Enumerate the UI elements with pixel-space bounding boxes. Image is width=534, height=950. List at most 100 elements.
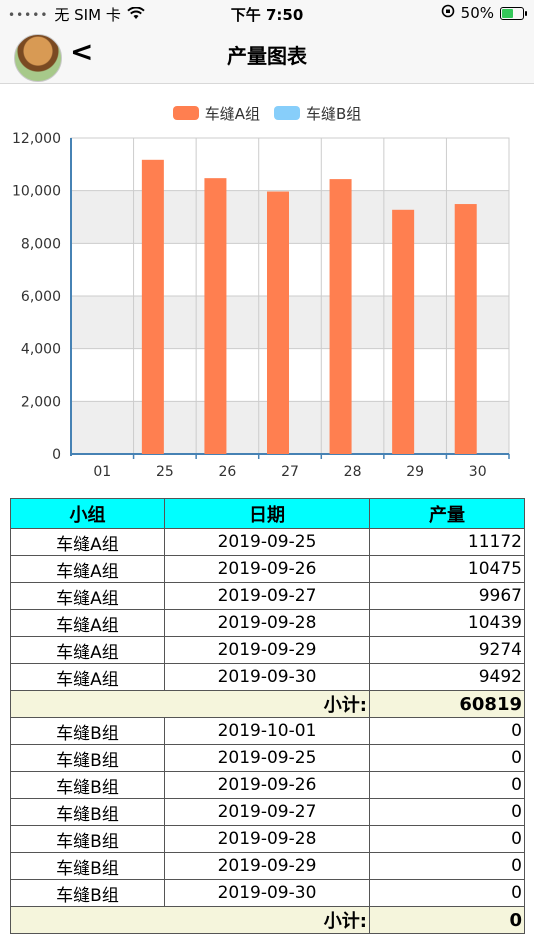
table-row: 车缝B组 2019-10-01 0 xyxy=(10,717,525,745)
cell-date: 2019-09-29 xyxy=(164,852,370,880)
cell-group: 车缝B组 xyxy=(10,771,165,799)
chart-legend: 车缝A组 车缝B组 xyxy=(0,96,534,130)
status-time: 下午 7:50 xyxy=(230,6,304,24)
cell-output: 9274 xyxy=(369,636,525,664)
grid-band xyxy=(71,190,509,244)
wifi-icon xyxy=(127,6,145,24)
cell-date: 2019-09-30 xyxy=(164,879,370,907)
grid-band xyxy=(71,138,509,191)
table-header-row: 小组 日期 产量 xyxy=(10,498,525,529)
page-title: 产量图表 xyxy=(227,44,307,68)
cell-date: 2019-09-28 xyxy=(164,825,370,853)
legend-item-b[interactable]: 车缝B组 xyxy=(273,96,362,130)
carrier-label: 无 SIM 卡 xyxy=(54,6,121,24)
subtotal-value: 60819 xyxy=(369,690,525,718)
x-tick-label: 28 xyxy=(344,464,362,480)
x-tick-label: 29 xyxy=(406,464,424,480)
status-right: 50% xyxy=(441,4,527,22)
table-row: 车缝B组 2019-09-30 0 xyxy=(10,879,525,907)
cell-output: 0 xyxy=(369,852,525,880)
cell-output: 9967 xyxy=(369,582,525,610)
status-left: ••••• 无 SIM 卡 xyxy=(8,4,145,25)
subtotal-value: 0 xyxy=(369,906,525,934)
cell-group: 车缝A组 xyxy=(10,528,165,556)
cell-output: 11172 xyxy=(369,528,525,556)
bar-a-29 xyxy=(392,209,415,454)
grid-band xyxy=(71,401,509,454)
legend-swatch-b xyxy=(273,106,300,120)
cell-group: 车缝A组 xyxy=(10,663,165,691)
avatar[interactable] xyxy=(14,34,62,82)
y-tick-label: 2,000 xyxy=(21,394,61,410)
bar-chart: 0 2,000 4,000 6,000 8,000 10,000 12,000 01 25 26 2… xyxy=(12,131,510,480)
cell-date: 2019-09-26 xyxy=(164,555,370,583)
x-tick-label: 27 xyxy=(281,464,299,480)
y-tick-label: 6,000 xyxy=(21,289,61,305)
table-row: 车缝B组 2019-09-29 0 xyxy=(10,852,525,880)
cell-date: 2019-09-27 xyxy=(164,582,370,610)
header-group: 小组 xyxy=(10,498,165,529)
cell-date: 2019-10-01 xyxy=(164,717,370,745)
subtotal-row: 小计: 60819 xyxy=(10,690,525,718)
grid-band xyxy=(71,296,509,349)
cell-output: 9492 xyxy=(369,663,525,691)
orientation-lock-icon xyxy=(441,4,455,22)
cell-output: 10475 xyxy=(369,555,525,583)
y-tick-label: 8,000 xyxy=(21,236,61,252)
cell-output: 10439 xyxy=(369,609,525,637)
cell-output: 0 xyxy=(369,771,525,799)
cell-group: 车缝B组 xyxy=(10,798,165,826)
y-tick-label: 4,000 xyxy=(21,342,61,358)
cell-output: 0 xyxy=(369,717,525,745)
grid-band xyxy=(71,243,509,296)
battery-percent: 50% xyxy=(460,4,494,22)
bar-a-30 xyxy=(454,204,477,454)
status-bar: ••••• 无 SIM 卡 下午 7:50 50% xyxy=(0,0,534,26)
cell-date: 2019-09-28 xyxy=(164,609,370,637)
nav-bar: < 产量图表 xyxy=(0,26,534,84)
legend-label-a: 车缝A组 xyxy=(204,104,260,123)
cell-date: 2019-09-29 xyxy=(164,636,370,664)
header-date: 日期 xyxy=(164,498,370,529)
back-icon[interactable]: < xyxy=(70,35,94,68)
table-row: 车缝B组 2019-09-28 0 xyxy=(10,825,525,853)
cell-group: 车缝A组 xyxy=(10,555,165,583)
bar-a-27 xyxy=(267,191,289,454)
cell-group: 车缝B组 xyxy=(10,879,165,907)
grid-band xyxy=(71,348,509,402)
y-tick-label: 12,000 xyxy=(12,131,61,147)
table-row: 车缝B组 2019-09-27 0 xyxy=(10,798,525,826)
bar-a-26 xyxy=(204,178,227,454)
signal-icon: ••••• xyxy=(8,7,49,22)
cell-date: 2019-09-26 xyxy=(164,771,370,799)
table-row: 车缝A组 2019-09-29 9274 xyxy=(10,636,525,664)
table-row: 车缝A组 2019-09-27 9967 xyxy=(10,582,525,610)
legend-label-b: 车缝B组 xyxy=(305,104,362,123)
subtotal-label: 小计: xyxy=(10,690,370,718)
table-row: 车缝B组 2019-09-25 0 xyxy=(10,744,525,772)
legend-swatch-a xyxy=(172,106,199,120)
cell-date: 2019-09-25 xyxy=(164,528,370,556)
bar-a-28 xyxy=(329,179,352,454)
cell-output: 0 xyxy=(369,879,525,907)
cell-group: 车缝B组 xyxy=(10,744,165,772)
production-table: 小组 日期 产量 车缝A组 2019-09-25 11172 车缝A组 2019-09-… xyxy=(10,498,525,934)
cell-group: 车缝A组 xyxy=(10,582,165,610)
cell-date: 2019-09-25 xyxy=(164,744,370,772)
x-tick-label: 01 xyxy=(93,464,111,480)
subtotal-label: 小计: xyxy=(10,906,370,934)
legend-item-a[interactable]: 车缝A组 xyxy=(172,96,260,130)
table-row: 车缝B组 2019-09-26 0 xyxy=(10,771,525,799)
cell-group: 车缝A组 xyxy=(10,636,165,664)
bar-a-25 xyxy=(141,159,164,454)
cell-output: 0 xyxy=(369,744,525,772)
table-row: 车缝A组 2019-09-25 11172 xyxy=(10,528,525,556)
x-tick-label: 30 xyxy=(469,464,487,480)
cell-group: 车缝B组 xyxy=(10,717,165,745)
table-row: 车缝A组 2019-09-26 10475 xyxy=(10,555,525,583)
battery-icon xyxy=(500,6,527,20)
cell-group: 车缝A组 xyxy=(10,609,165,637)
cell-date: 2019-09-27 xyxy=(164,798,370,826)
y-tick-label: 0 xyxy=(52,447,61,463)
cell-date: 2019-09-30 xyxy=(164,663,370,691)
